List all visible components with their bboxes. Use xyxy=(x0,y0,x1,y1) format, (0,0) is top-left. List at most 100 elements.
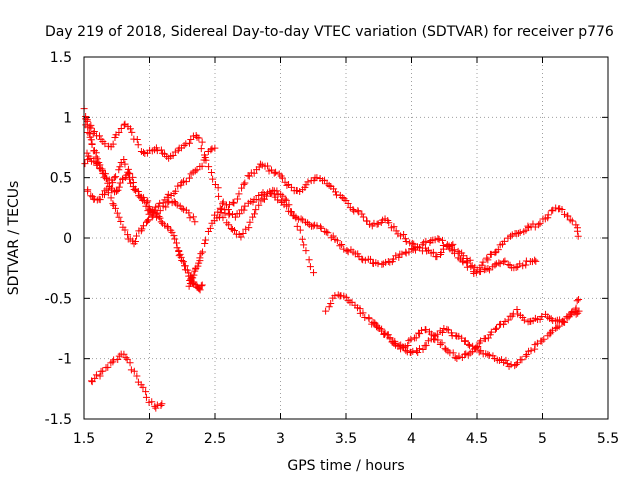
data-point xyxy=(397,345,405,353)
data-point xyxy=(216,204,224,212)
data-point xyxy=(470,345,478,353)
data-point xyxy=(524,222,532,230)
data-point xyxy=(324,229,332,237)
data-point xyxy=(139,148,147,156)
data-point xyxy=(548,207,556,215)
data-point xyxy=(109,179,117,187)
data-point xyxy=(88,140,96,148)
data-point xyxy=(494,246,502,254)
data-point xyxy=(302,247,310,255)
data-point xyxy=(219,198,227,206)
data-point xyxy=(241,202,249,210)
y-tick-label: 0 xyxy=(63,231,72,247)
data-point xyxy=(149,212,157,220)
data-point xyxy=(516,260,524,268)
data-point xyxy=(305,256,313,264)
data-point xyxy=(402,238,410,246)
data-point xyxy=(273,187,281,195)
data-point xyxy=(368,320,376,328)
data-point xyxy=(461,337,469,345)
data-point xyxy=(429,248,437,256)
data-point xyxy=(342,293,350,301)
data-point xyxy=(113,209,121,217)
plot-border xyxy=(83,56,609,420)
data-point xyxy=(81,160,89,168)
data-point xyxy=(285,201,293,209)
data-point xyxy=(467,263,475,271)
data-point xyxy=(111,204,119,212)
data-point xyxy=(552,317,560,325)
data-point xyxy=(444,326,452,334)
data-point xyxy=(84,186,92,194)
data-point xyxy=(115,213,123,221)
data-point xyxy=(176,250,184,258)
data-point xyxy=(340,245,348,253)
data-point xyxy=(115,183,123,191)
data-point xyxy=(293,222,301,230)
data-point xyxy=(502,356,510,364)
data-point xyxy=(96,132,104,140)
data-point xyxy=(163,193,171,201)
data-point xyxy=(92,371,100,379)
data-point xyxy=(252,196,260,204)
data-point xyxy=(354,208,362,216)
data-point xyxy=(162,203,170,211)
data-point xyxy=(114,355,122,363)
data-point xyxy=(317,224,325,232)
data-point xyxy=(400,230,408,238)
data-point xyxy=(152,404,160,412)
data-point xyxy=(126,125,134,133)
data-point xyxy=(287,208,295,216)
data-point xyxy=(178,179,186,187)
data-point xyxy=(332,191,340,199)
data-point xyxy=(207,146,215,154)
data-point xyxy=(142,388,150,396)
data-point xyxy=(270,169,278,177)
x-tick-label: 5.5 xyxy=(597,431,619,447)
data-point xyxy=(148,398,156,406)
data-point xyxy=(207,169,215,177)
data-point xyxy=(338,193,346,201)
data-point xyxy=(304,219,312,227)
data-point xyxy=(124,231,132,239)
data-point xyxy=(325,303,333,311)
data-point xyxy=(255,192,263,200)
data-point xyxy=(495,259,503,267)
data-point xyxy=(564,212,572,220)
data-point xyxy=(142,393,150,401)
data-point xyxy=(452,332,460,340)
data-point xyxy=(172,187,180,195)
data-point xyxy=(281,195,289,203)
data-point xyxy=(337,292,345,300)
data-point xyxy=(535,221,543,229)
data-point xyxy=(255,201,263,209)
data-point xyxy=(322,228,330,236)
data-point xyxy=(338,240,346,248)
data-point xyxy=(152,210,160,218)
data-point xyxy=(451,353,459,361)
data-point xyxy=(448,242,456,250)
data-point xyxy=(185,174,193,182)
data-point xyxy=(438,236,446,244)
data-point xyxy=(538,313,546,321)
data-point xyxy=(359,213,367,221)
data-point xyxy=(104,363,112,371)
data-point xyxy=(157,146,165,154)
y-tick-label: 1 xyxy=(63,110,72,126)
data-point xyxy=(104,189,112,197)
data-point xyxy=(132,187,140,195)
data-point xyxy=(461,337,469,345)
data-point xyxy=(197,282,205,290)
data-point xyxy=(358,210,366,218)
series-arc-5 xyxy=(197,145,582,274)
data-point xyxy=(443,325,451,333)
data-point xyxy=(179,258,187,266)
data-point xyxy=(193,166,201,174)
data-point xyxy=(230,226,238,234)
data-point xyxy=(487,250,495,258)
data-point xyxy=(171,148,179,156)
data-point xyxy=(465,341,473,349)
data-point xyxy=(279,174,287,182)
data-point xyxy=(142,202,150,210)
data-point xyxy=(194,262,202,270)
